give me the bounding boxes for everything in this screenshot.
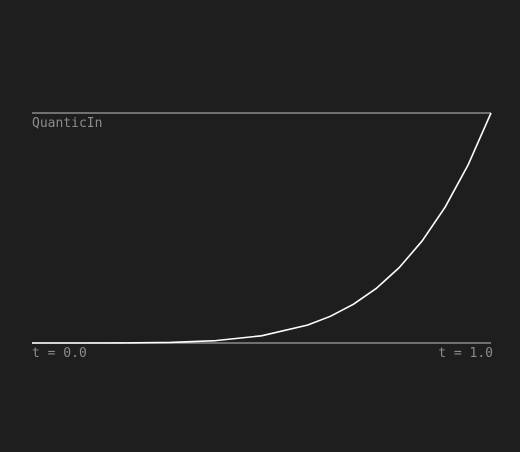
t-end-label: t = 1.0 bbox=[438, 346, 493, 361]
easing-curve bbox=[32, 112, 492, 344]
chart-title: QuanticIn bbox=[32, 116, 102, 131]
t-start-label: t = 0.0 bbox=[32, 346, 87, 361]
